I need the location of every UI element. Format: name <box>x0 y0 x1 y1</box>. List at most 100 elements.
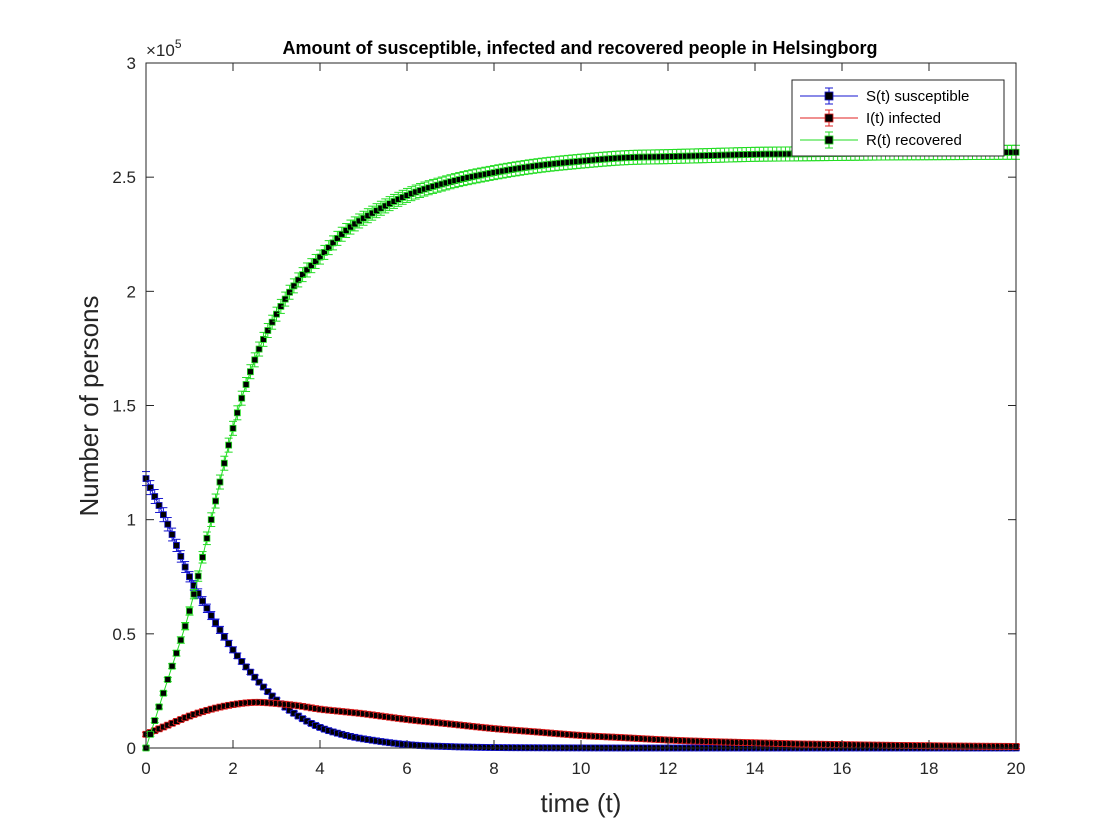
y-tick-label: 1 <box>127 511 136 530</box>
data-point <box>333 234 341 242</box>
data-point <box>290 282 298 290</box>
data-point <box>242 381 250 388</box>
data-point <box>186 573 193 581</box>
data-point <box>168 662 176 670</box>
data-point <box>203 604 211 612</box>
y-tick-label: 2.5 <box>112 168 136 187</box>
data-point <box>329 239 337 247</box>
data-point <box>146 484 154 491</box>
legend-items: S(t) susceptible I(t) infected R(t) recove… <box>800 87 969 149</box>
data-point <box>268 318 276 326</box>
data-point <box>155 502 163 509</box>
data-point <box>199 553 206 561</box>
x-tick-label: 20 <box>1007 759 1026 778</box>
data-point <box>173 649 180 657</box>
data-point <box>177 636 185 644</box>
data-point <box>220 459 228 467</box>
data-point <box>294 276 302 284</box>
data-point <box>207 612 215 619</box>
data-point <box>216 626 224 634</box>
legend: S(t) susceptible I(t) infected R(t) recove… <box>791 79 1005 157</box>
series-infected <box>142 698 1020 750</box>
data-point <box>260 683 267 691</box>
y-exponent-power: 5 <box>175 37 182 51</box>
data-point <box>194 572 202 580</box>
data-point <box>233 409 241 417</box>
data-point <box>246 668 254 676</box>
data-point <box>229 646 237 654</box>
data-point <box>233 652 241 660</box>
data-point <box>229 424 237 432</box>
chart-title: Amount of susceptible, infected and reco… <box>282 38 877 58</box>
data-point <box>251 673 259 681</box>
data-point <box>212 497 220 505</box>
legend-marker <box>824 113 834 123</box>
data-point <box>242 663 250 671</box>
x-tick-label: 8 <box>489 759 498 778</box>
data-point <box>264 327 272 334</box>
data-point <box>238 658 246 665</box>
x-tick-label: 14 <box>746 759 765 778</box>
data-point <box>316 253 324 261</box>
y-tick-label: 2 <box>127 282 136 301</box>
data-point <box>299 271 307 279</box>
y-exponent-base: ×10 <box>146 41 175 60</box>
legend-item: R(t) recovered <box>800 131 962 149</box>
data-point <box>320 249 328 256</box>
y-exponent-label: ×105 <box>146 37 182 60</box>
data-point <box>312 258 320 265</box>
y-tick-label: 3 <box>127 54 136 73</box>
data-point <box>173 542 180 549</box>
data-point <box>303 266 311 274</box>
series-layer <box>142 144 1020 752</box>
legend-label: I(t) infected <box>866 110 941 127</box>
data-point <box>342 227 350 234</box>
data-point <box>151 493 159 500</box>
data-point <box>146 730 154 738</box>
data-point <box>155 703 163 711</box>
x-tick-label: 6 <box>402 759 411 778</box>
data-point <box>225 441 233 449</box>
x-tick-label: 4 <box>315 759 324 778</box>
plot-area <box>146 63 1016 748</box>
legend-item: S(t) susceptible <box>800 87 969 105</box>
legend-marker <box>824 91 834 101</box>
data-point <box>190 582 198 589</box>
data-point <box>325 244 333 252</box>
x-axis: 0 2 4 6 8 10 12 14 16 18 20 <box>141 63 1025 778</box>
data-point <box>268 692 276 700</box>
legend-label: S(t) susceptible <box>866 88 969 105</box>
x-axis-title: time (t) <box>541 788 622 818</box>
data-point <box>255 678 263 686</box>
data-point <box>159 689 167 697</box>
data-point <box>307 262 315 270</box>
data-point <box>164 520 172 528</box>
data-point <box>151 717 159 724</box>
data-point <box>220 633 228 641</box>
data-point <box>190 590 198 598</box>
data-point <box>238 394 246 402</box>
data-point <box>246 368 254 376</box>
data-point <box>338 230 346 238</box>
data-point <box>286 288 293 296</box>
data-point <box>177 553 185 560</box>
y-tick-label: 1.5 <box>112 397 136 416</box>
data-point <box>255 345 263 353</box>
x-tick-label: 18 <box>920 759 939 778</box>
legend-marker <box>824 135 834 145</box>
x-tick-label: 0 <box>141 759 150 778</box>
data-point <box>251 356 259 364</box>
data-point <box>168 531 176 538</box>
x-tick-label: 2 <box>228 759 237 778</box>
x-tick-label: 10 <box>572 759 591 778</box>
legend-item: I(t) infected <box>800 109 941 127</box>
y-tick-label: 0 <box>127 739 136 758</box>
y-tick-label: 0.5 <box>112 625 136 644</box>
data-point <box>186 607 193 615</box>
legend-label: R(t) recovered <box>866 132 962 149</box>
data-point <box>159 511 167 519</box>
data-point <box>181 622 189 630</box>
data-point <box>273 310 280 318</box>
data-point <box>207 516 215 524</box>
